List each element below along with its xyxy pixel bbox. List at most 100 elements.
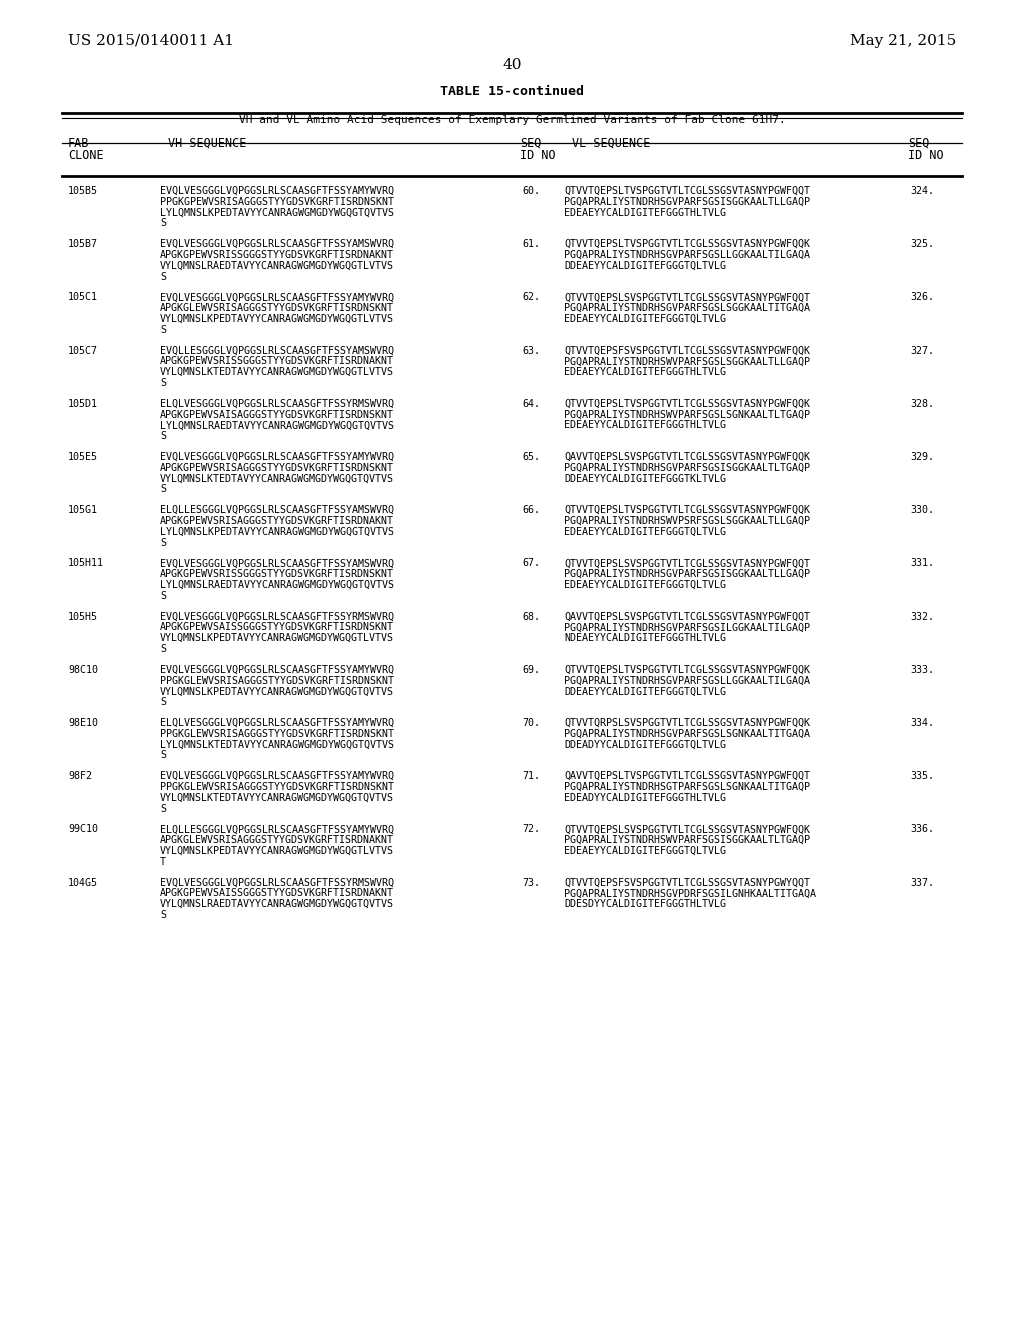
- Text: EVQLVESGGGLVQPGGSLRLSCAASGFTFSSYAMYWVRQ: EVQLVESGGGLVQPGGSLRLSCAASGFTFSSYAMYWVRQ: [160, 665, 394, 675]
- Text: 105H11: 105H11: [68, 558, 104, 569]
- Text: VYLQMNSLKPEDTAVYYCANRAGWGMGDYWGQGTLVTVS: VYLQMNSLKPEDTAVYYCANRAGWGMGDYWGQGTLVTVS: [160, 846, 394, 855]
- Text: EDEAEYYCALDIGITEFGGGTHLTVLG: EDEAEYYCALDIGITEFGGGTHLTVLG: [564, 367, 726, 378]
- Text: EDEAEYYCALDIGITEFGGGTQLTVLG: EDEAEYYCALDIGITEFGGGTQLTVLG: [564, 314, 726, 323]
- Text: 331.: 331.: [910, 558, 934, 569]
- Text: PGQAPRALIYSTNDRHSWVPSRFSGSLSGGKAALTLLGAQP: PGQAPRALIYSTNDRHSWVPSRFSGSLSGGKAALTLLGAQ…: [564, 516, 810, 525]
- Text: 327.: 327.: [910, 346, 934, 355]
- Text: 324.: 324.: [910, 186, 934, 195]
- Text: 99C10: 99C10: [68, 825, 98, 834]
- Text: 73.: 73.: [522, 878, 540, 887]
- Text: PGQAPRALIYSTNDRHSGTPARFSGSLSGNKAALTITGAQP: PGQAPRALIYSTNDRHSGTPARFSGSLSGNKAALTITGAQ…: [564, 781, 810, 792]
- Text: VYLQMNSLKPEDTAVYYCANRAGWGMGDYWGQGTLVTVS: VYLQMNSLKPEDTAVYYCANRAGWGMGDYWGQGTLVTVS: [160, 634, 394, 643]
- Text: EVQLVESGGGLVQPGGSLRLSCAASGFTFSSYAMYWVRQ: EVQLVESGGGLVQPGGSLRLSCAASGFTFSSYAMYWVRQ: [160, 293, 394, 302]
- Text: QTVVTQEPSLTVSPGGTVTLTCGLSSGSVTASNYPGWFQQK: QTVVTQEPSLTVSPGGTVTLTCGLSSGSVTASNYPGWFQQ…: [564, 399, 810, 409]
- Text: S: S: [160, 484, 166, 495]
- Text: LYLQMNSLKTEDTAVYYCANRAGWGMGDYWGQGTQVTVS: LYLQMNSLKTEDTAVYYCANRAGWGMGDYWGQGTQVTVS: [160, 739, 394, 750]
- Text: 64.: 64.: [522, 399, 540, 409]
- Text: PGQAPRALIYSTNDRHSGVPARFSGSLLGGKAALTILGAQA: PGQAPRALIYSTNDRHSGVPARFSGSLLGGKAALTILGAQ…: [564, 676, 810, 685]
- Text: APGKGPEWVSRISAGGGSTYYGDSVKGRFTISRDNSKNT: APGKGPEWVSRISAGGGSTYYGDSVKGRFTISRDNSKNT: [160, 463, 394, 473]
- Text: S: S: [160, 325, 166, 335]
- Text: S: S: [160, 432, 166, 441]
- Text: QTVVTQEPSFSVSPGGTVTLTCGLSSGSVTASNYPGWFQQK: QTVVTQEPSFSVSPGGTVTLTCGLSSGSVTASNYPGWFQQ…: [564, 346, 810, 355]
- Text: ELQLVESGGGLVQPGGSLRLSCAASGFTFSSYAMYWVRQ: ELQLVESGGGLVQPGGSLRLSCAASGFTFSSYAMYWVRQ: [160, 718, 394, 729]
- Text: PGQAPRALIYSTNDRHSWVPARFSGSISGGKAALTLTGAQP: PGQAPRALIYSTNDRHSWVPARFSGSISGGKAALTLTGAQ…: [564, 836, 810, 845]
- Text: 61.: 61.: [522, 239, 540, 249]
- Text: APGKGPEWVSAISSGGGSTYYGDSVKGRFTISRDNAKNT: APGKGPEWVSAISSGGGSTYYGDSVKGRFTISRDNAKNT: [160, 888, 394, 899]
- Text: EVQLVESGGGLVQPGGSLRLSCAASGFTFSSYAMSWVRQ: EVQLVESGGGLVQPGGSLRLSCAASGFTFSSYAMSWVRQ: [160, 239, 394, 249]
- Text: S: S: [160, 644, 166, 653]
- Text: VYLQMNSLKTEDTAVYYCANRAGWGMGDYWGQGTLVTVS: VYLQMNSLKTEDTAVYYCANRAGWGMGDYWGQGTLVTVS: [160, 367, 394, 378]
- Text: VYLQMNSLKPEDTAVYYCANRAGWGMGDYWGQGTQVTVS: VYLQMNSLKPEDTAVYYCANRAGWGMGDYWGQGTQVTVS: [160, 686, 394, 697]
- Text: QTVVTQEPSLSVSPGGTVTLTCGLSSGSVTASNYPGWFQQK: QTVVTQEPSLSVSPGGTVTLTCGLSSGSVTASNYPGWFQQ…: [564, 825, 810, 834]
- Text: PGQAPRALIYSTNDRHSWVPARFSGSLSGNKAALTLTGAQP: PGQAPRALIYSTNDRHSWVPARFSGSLSGNKAALTLTGAQ…: [564, 409, 810, 420]
- Text: LYLQMNSLRAEDTAVYYCANRAGWGMGDYWGQGTQVTVS: LYLQMNSLRAEDTAVYYCANRAGWGMGDYWGQGTQVTVS: [160, 420, 394, 430]
- Text: VYLQMNSLRAEDTAVYYCANRAGWGMGDYWGQGTQVTVS: VYLQMNSLRAEDTAVYYCANRAGWGMGDYWGQGTQVTVS: [160, 899, 394, 909]
- Text: VYLQMNSLKTEDTAVYYCANRAGWGMGDYWGQGTQVTVS: VYLQMNSLKTEDTAVYYCANRAGWGMGDYWGQGTQVTVS: [160, 793, 394, 803]
- Text: 98E10: 98E10: [68, 718, 98, 729]
- Text: 72.: 72.: [522, 825, 540, 834]
- Text: 329.: 329.: [910, 451, 934, 462]
- Text: 70.: 70.: [522, 718, 540, 729]
- Text: VH SEQUENCE: VH SEQUENCE: [168, 137, 247, 150]
- Text: ELQLVESGGGLVQPGGSLRLSCAASGFTFSSYRMSWVRQ: ELQLVESGGGLVQPGGSLRLSCAASGFTFSSYRMSWVRQ: [160, 399, 394, 409]
- Text: LYLQMNSLRAEDTAVYYCANRAGWGMGDYWGQGTQVTVS: LYLQMNSLRAEDTAVYYCANRAGWGMGDYWGQGTQVTVS: [160, 579, 394, 590]
- Text: DDEAEYYCALDIGITEFGGGTQLTVLG: DDEAEYYCALDIGITEFGGGTQLTVLG: [564, 686, 726, 697]
- Text: QTVVTQEPSLTVSPGGTVTLTCGLSSGSVTASNYPGWFQQT: QTVVTQEPSLTVSPGGTVTLTCGLSSGSVTASNYPGWFQQ…: [564, 186, 810, 195]
- Text: DDEAEYYCALDIGITEFGGGTKLTVLG: DDEAEYYCALDIGITEFGGGTKLTVLG: [564, 474, 726, 483]
- Text: PPGKGLEWVSRISAGGGSTYYGDSVKGRFTISRDNSKNT: PPGKGLEWVSRISAGGGSTYYGDSVKGRFTISRDNSKNT: [160, 781, 394, 792]
- Text: PGQAPRALIYSTNDRHSGVPARFSGSISGGKAALTLLGAQP: PGQAPRALIYSTNDRHSGVPARFSGSISGGKAALTLLGAQ…: [564, 569, 810, 579]
- Text: 328.: 328.: [910, 399, 934, 409]
- Text: PGQAPRALIYSTNDRHSGVPARFSGSISGGKAALTLTGAQP: PGQAPRALIYSTNDRHSGVPARFSGSISGGKAALTLTGAQ…: [564, 463, 810, 473]
- Text: S: S: [160, 378, 166, 388]
- Text: May 21, 2015: May 21, 2015: [850, 34, 956, 48]
- Text: 69.: 69.: [522, 665, 540, 675]
- Text: EDEAEYYCALDIGITEFGGGTQLTVLG: EDEAEYYCALDIGITEFGGGTQLTVLG: [564, 579, 726, 590]
- Text: S: S: [160, 537, 166, 548]
- Text: DDEAEYYCALDIGITEFGGGTQLTVLG: DDEAEYYCALDIGITEFGGGTQLTVLG: [564, 261, 726, 271]
- Text: S: S: [160, 218, 166, 228]
- Text: LYLQMNSLKPEDTAVYYCANRAGWGMGDYWGQGTQVTVS: LYLQMNSLKPEDTAVYYCANRAGWGMGDYWGQGTQVTVS: [160, 527, 394, 537]
- Text: EDEAEYYCALDIGITEFGGGTQLTVLG: EDEAEYYCALDIGITEFGGGTQLTVLG: [564, 846, 726, 855]
- Text: EVQLVESGGGLVQPGGSLRLSCAASGFTFSSYAMSWVRQ: EVQLVESGGGLVQPGGSLRLSCAASGFTFSSYAMSWVRQ: [160, 558, 394, 569]
- Text: 60.: 60.: [522, 186, 540, 195]
- Text: VYLQMNSLKPEDTAVYYCANRAGWGMGDYWGQGTLVTVS: VYLQMNSLKPEDTAVYYCANRAGWGMGDYWGQGTLVTVS: [160, 314, 394, 323]
- Text: VYLQMNSLKTEDTAVYYCANRAGWGMGDYWGQGTQVTVS: VYLQMNSLKTEDTAVYYCANRAGWGMGDYWGQGTQVTVS: [160, 474, 394, 483]
- Text: QAVVTQEPSLTVSPGGTVTLTCGLSSGSVTASNYPGWFQQT: QAVVTQEPSLTVSPGGTVTLTCGLSSGSVTASNYPGWFQQ…: [564, 771, 810, 781]
- Text: CLONE: CLONE: [68, 149, 103, 162]
- Text: S: S: [160, 750, 166, 760]
- Text: 330.: 330.: [910, 506, 934, 515]
- Text: NDEAEYYCALDIGITEFGGGTHLTVLG: NDEAEYYCALDIGITEFGGGTHLTVLG: [564, 634, 726, 643]
- Text: S: S: [160, 697, 166, 708]
- Text: 337.: 337.: [910, 878, 934, 887]
- Text: 105D1: 105D1: [68, 399, 98, 409]
- Text: 62.: 62.: [522, 293, 540, 302]
- Text: APGKGLEWVSRISAGGGSTYYGDSVKGRFTISRDNSKNT: APGKGLEWVSRISAGGGSTYYGDSVKGRFTISRDNSKNT: [160, 304, 394, 313]
- Text: 105H5: 105H5: [68, 611, 98, 622]
- Text: VYLQMNSLRAEDTAVYYCANRAGWGMGDYWGQGTLVTVS: VYLQMNSLRAEDTAVYYCANRAGWGMGDYWGQGTLVTVS: [160, 261, 394, 271]
- Text: 98F2: 98F2: [68, 771, 92, 781]
- Text: PGQAPRALIYSTNDRHSGVPARFSGSISGGKAALTLLGAQP: PGQAPRALIYSTNDRHSGVPARFSGSISGGKAALTLLGAQ…: [564, 197, 810, 207]
- Text: 105C1: 105C1: [68, 293, 98, 302]
- Text: 105B7: 105B7: [68, 239, 98, 249]
- Text: APGKGLEWVSRISAGGGSTYYGDSVKGRFTISRDNAKNT: APGKGLEWVSRISAGGGSTYYGDSVKGRFTISRDNAKNT: [160, 836, 394, 845]
- Text: EVQLLESGGGLVQPGGSLRLSCAASGFTFSSYAMSWVRQ: EVQLLESGGGLVQPGGSLRLSCAASGFTFSSYAMSWVRQ: [160, 346, 394, 355]
- Text: 325.: 325.: [910, 239, 934, 249]
- Text: EDEADYYCALDIGITEFGGGTHLTVLG: EDEADYYCALDIGITEFGGGTHLTVLG: [564, 793, 726, 803]
- Text: SEQ: SEQ: [908, 137, 930, 150]
- Text: 104G5: 104G5: [68, 878, 98, 887]
- Text: 105C7: 105C7: [68, 346, 98, 355]
- Text: QTVVTQRPSLSVSPGGTVTLTCGLSSGSVTASNYPGWFQQK: QTVVTQRPSLSVSPGGTVTLTCGLSSGSVTASNYPGWFQQ…: [564, 718, 810, 729]
- Text: QTVVTQEPSLTVSPGGTVTLTCGLSSGSVTASNYPGWFQQK: QTVVTQEPSLTVSPGGTVTLTCGLSSGSVTASNYPGWFQQ…: [564, 239, 810, 249]
- Text: APGKGPEWVSRISSGGGSTYYGDSVKGRFTISRDNSKNT: APGKGPEWVSRISSGGGSTYYGDSVKGRFTISRDNSKNT: [160, 569, 394, 579]
- Text: S: S: [160, 804, 166, 813]
- Text: QAVVTQEPSLSVSPGGTVTLTCGLSSGSVTASNYPGWFQQT: QAVVTQEPSLSVSPGGTVTLTCGLSSGSVTASNYPGWFQQ…: [564, 611, 810, 622]
- Text: QTVVTQEPSLTVSPGGTVTLTCGLSSGSVTASNYPGWFQQK: QTVVTQEPSLTVSPGGTVTLTCGLSSGSVTASNYPGWFQQ…: [564, 506, 810, 515]
- Text: LYLQMNSLKPEDTAVYYCANRAGWGMGDYWGQGTQVTVS: LYLQMNSLKPEDTAVYYCANRAGWGMGDYWGQGTQVTVS: [160, 207, 394, 218]
- Text: ID NO: ID NO: [520, 149, 556, 162]
- Text: 71.: 71.: [522, 771, 540, 781]
- Text: PGQAPRALIYSTNDRHSGVPARFSGSLSGNKAALTITGAQA: PGQAPRALIYSTNDRHSGVPARFSGSLSGNKAALTITGAQ…: [564, 729, 810, 739]
- Text: DDESDYYCALDIGITEFGGGTHLTVLG: DDESDYYCALDIGITEFGGGTHLTVLG: [564, 899, 726, 909]
- Text: QTVVTQEPSFSVSPGGTVTLTCGLSSGSVTASNYPGWYQQT: QTVVTQEPSFSVSPGGTVTLTCGLSSGSVTASNYPGWYQQ…: [564, 878, 810, 887]
- Text: PPGKGLEWVSRISAGGGSTYYGDSVKGRFTISRDNSKNT: PPGKGLEWVSRISAGGGSTYYGDSVKGRFTISRDNSKNT: [160, 729, 394, 739]
- Text: VL SEQUENCE: VL SEQUENCE: [572, 137, 650, 150]
